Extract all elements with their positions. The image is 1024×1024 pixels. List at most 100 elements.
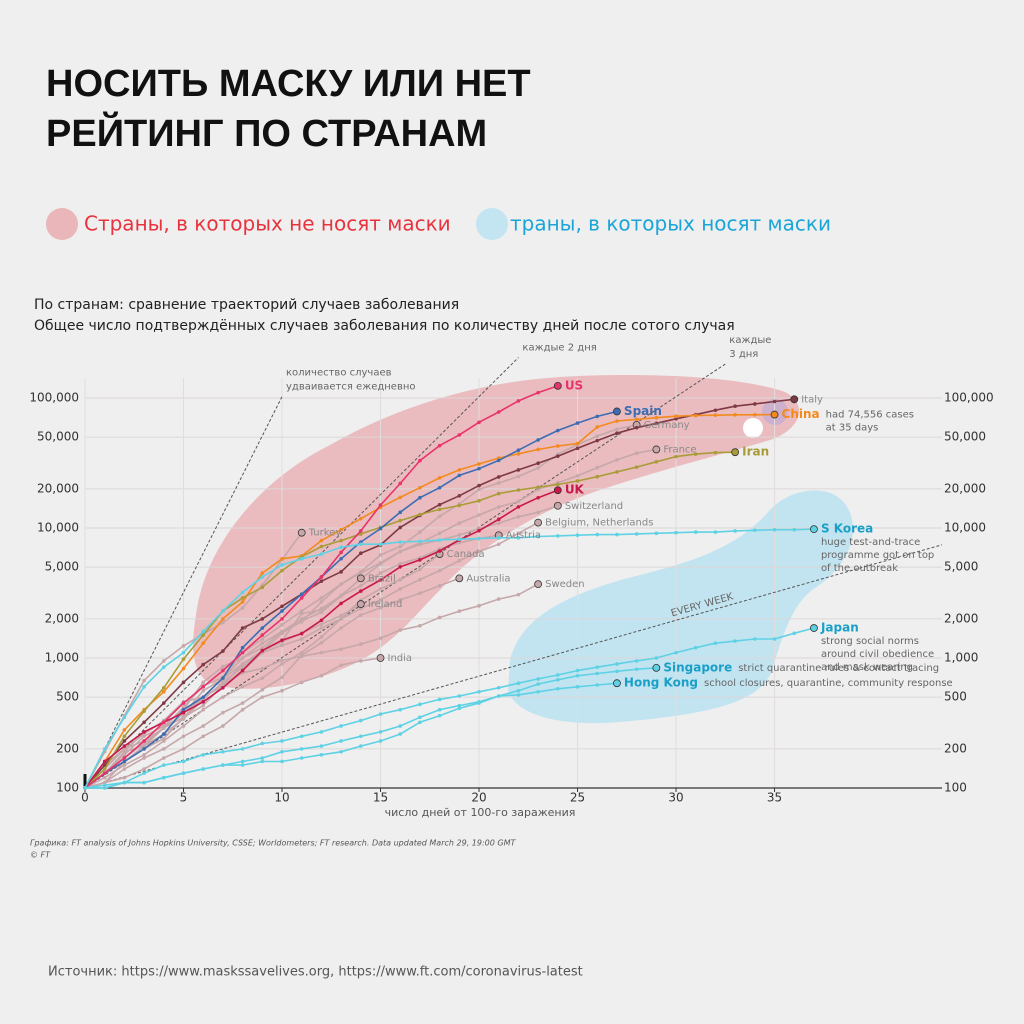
data-point — [615, 669, 619, 674]
data-point — [693, 413, 698, 418]
data-point — [299, 556, 304, 561]
data-point — [457, 694, 462, 698]
data-point — [102, 783, 107, 788]
series-note: and mask wearing — [821, 662, 913, 673]
x-tick-label: 35 — [767, 791, 782, 805]
series-label: Singapore — [663, 660, 732, 674]
data-point — [260, 637, 265, 641]
data-point — [398, 549, 403, 554]
data-point — [359, 571, 363, 575]
data-point — [142, 678, 146, 683]
data-point — [280, 563, 284, 567]
y-tick-label: 100,000 — [29, 391, 79, 405]
data-point — [534, 580, 543, 589]
data-point — [359, 734, 363, 739]
data-point — [260, 617, 265, 621]
data-point — [299, 596, 304, 600]
data-point — [418, 591, 422, 596]
data-point — [162, 756, 166, 760]
data-point — [516, 531, 521, 536]
data-point — [713, 641, 718, 645]
data-point — [634, 465, 639, 469]
data-point — [556, 444, 560, 448]
data-point — [359, 718, 363, 723]
highlight-dot — [743, 418, 763, 438]
data-point — [240, 763, 245, 767]
data-point — [575, 421, 580, 425]
data-point — [418, 495, 422, 500]
data-point — [634, 532, 639, 536]
data-point — [240, 596, 245, 600]
data-point — [516, 514, 521, 519]
series-label: Germany — [644, 420, 690, 431]
data-point — [674, 414, 678, 419]
data-point — [556, 482, 560, 487]
y-tick-label-right: 50,000 — [944, 430, 986, 444]
data-point — [477, 701, 481, 705]
data-point — [418, 715, 422, 720]
data-point — [201, 641, 206, 645]
data-point — [496, 536, 501, 540]
data-point — [595, 425, 600, 429]
data-point — [240, 656, 245, 660]
x-tick-label: 5 — [180, 791, 188, 805]
data-point — [496, 491, 501, 496]
data-point — [221, 676, 225, 680]
data-point — [575, 685, 580, 689]
data-point — [437, 502, 442, 507]
data-point — [102, 767, 107, 771]
data-point — [595, 665, 600, 669]
data-point — [162, 775, 166, 780]
data-point — [142, 739, 146, 743]
data-point — [654, 421, 659, 426]
data-point — [359, 659, 363, 663]
data-point — [240, 665, 245, 669]
data-point — [713, 413, 718, 417]
data-point — [457, 537, 462, 542]
x-tick-label: 0 — [81, 791, 89, 805]
data-point — [260, 756, 265, 760]
series-line — [84, 413, 775, 789]
data-point — [359, 532, 363, 536]
data-point — [260, 626, 265, 630]
doubling-line — [84, 357, 519, 789]
data-point — [654, 656, 659, 660]
data-point — [437, 568, 442, 573]
data-point — [122, 753, 127, 757]
data-point — [378, 712, 383, 716]
data-point — [457, 493, 462, 498]
data-point — [162, 665, 166, 669]
data-point — [437, 476, 442, 480]
y-tick-label: 50,000 — [37, 430, 79, 444]
data-point — [299, 637, 304, 641]
data-point — [753, 412, 757, 417]
data-point — [201, 633, 206, 637]
data-point — [536, 466, 540, 470]
series-label: Belgium, Netherlands — [545, 518, 653, 529]
data-point — [142, 720, 146, 725]
data-point — [654, 531, 659, 536]
data-point — [398, 518, 403, 523]
data-point — [634, 451, 639, 456]
x-tick-label: 30 — [668, 791, 683, 805]
data-point — [595, 438, 600, 443]
series-line — [84, 410, 618, 789]
data-point — [339, 626, 343, 630]
data-point — [556, 673, 560, 677]
data-point — [674, 530, 678, 535]
data-point — [240, 650, 245, 655]
y-tick-label-right: 20,000 — [944, 481, 986, 495]
series-note: around civil obedience — [821, 649, 934, 660]
data-point — [142, 771, 146, 775]
legend-swatch — [46, 208, 78, 240]
data-point — [260, 695, 265, 699]
data-point — [378, 730, 383, 734]
data-point — [280, 623, 284, 627]
data-point — [181, 680, 186, 685]
data-point — [260, 676, 265, 680]
data-point — [339, 570, 343, 574]
data-point — [418, 542, 422, 547]
data-point — [516, 681, 521, 685]
data-point — [437, 615, 442, 620]
data-point — [240, 645, 245, 650]
